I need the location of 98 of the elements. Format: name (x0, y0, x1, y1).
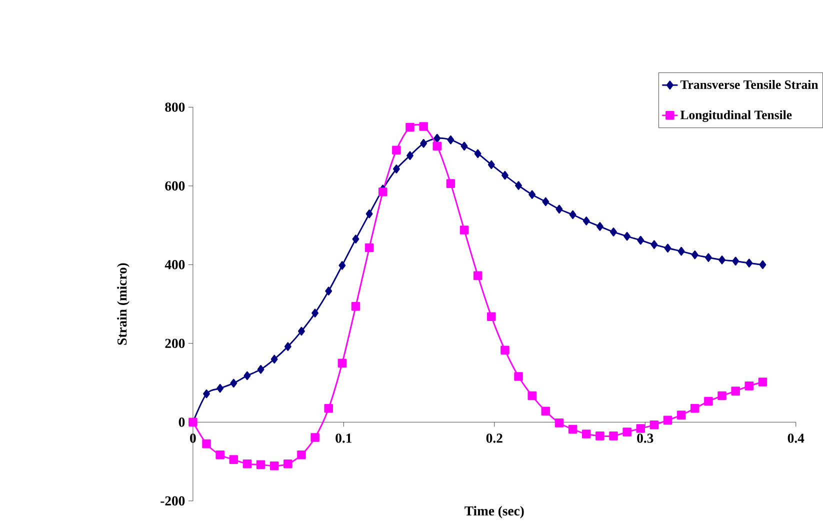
point (216, 384, 224, 393)
point (270, 354, 278, 364)
y-axis-title: Strain (micro) (117, 263, 130, 345)
point (338, 358, 347, 368)
point (678, 246, 685, 256)
point (366, 209, 373, 218)
point (229, 455, 238, 464)
point (488, 160, 495, 169)
point (432, 142, 442, 150)
point (732, 256, 740, 266)
point (609, 431, 618, 440)
point (637, 236, 644, 244)
point (419, 122, 428, 131)
x-tick-label: 0.4 (788, 433, 804, 443)
legend-label: Transverse Tensile Strain (680, 80, 818, 89)
point (556, 204, 563, 214)
point (298, 326, 305, 336)
point (528, 190, 536, 199)
point (676, 410, 686, 420)
point (351, 302, 360, 311)
point (610, 227, 617, 236)
point (636, 424, 646, 433)
legend-label: Longitudinal Tensile (680, 110, 792, 122)
point (284, 459, 292, 468)
point (664, 244, 672, 252)
point (270, 461, 279, 470)
point (554, 418, 564, 428)
point (650, 420, 659, 430)
point (704, 396, 713, 406)
point (202, 439, 211, 448)
point (420, 138, 428, 148)
y-tick-label: 0 (178, 417, 185, 427)
point (596, 222, 604, 231)
point (663, 416, 672, 424)
point (256, 460, 266, 469)
point (460, 142, 468, 150)
point (364, 243, 374, 252)
point (718, 391, 726, 400)
point (650, 240, 658, 249)
point (541, 406, 550, 416)
point (406, 122, 414, 132)
x-tick-label: 0.2 (486, 433, 502, 443)
point (731, 386, 740, 396)
point (392, 146, 401, 154)
y-tick-label: 800 (165, 102, 185, 112)
point (501, 170, 508, 180)
y-tick-label: 400 (164, 260, 185, 270)
y-tick-label: 600 (165, 181, 185, 190)
point (284, 342, 292, 351)
point (310, 432, 320, 442)
point (759, 260, 766, 269)
point (434, 134, 441, 142)
point (624, 232, 631, 241)
point (528, 391, 536, 400)
x-axis-title: Time (sec) (464, 506, 524, 518)
y-tick-label: 200 (165, 338, 185, 348)
point (704, 253, 712, 262)
point (744, 381, 754, 390)
x-tick-label: 0 (190, 433, 196, 443)
x-tick-label: 0.3 (637, 433, 654, 443)
point (542, 197, 550, 206)
point (230, 378, 238, 388)
point (514, 372, 523, 381)
point (447, 135, 454, 144)
point (324, 404, 333, 413)
point (352, 234, 360, 244)
point (718, 255, 726, 264)
point (690, 404, 700, 413)
x-tick-label: 0.1 (336, 433, 352, 443)
point (460, 225, 469, 234)
point (406, 151, 414, 160)
point (392, 164, 400, 174)
point (297, 450, 306, 460)
point (515, 180, 522, 190)
point (257, 364, 264, 374)
point (691, 250, 698, 260)
point (758, 377, 768, 386)
point (568, 424, 578, 434)
point (500, 346, 510, 354)
point (622, 427, 632, 436)
point (378, 187, 388, 196)
point (473, 271, 482, 280)
point (325, 286, 332, 296)
point (312, 308, 319, 318)
point (244, 371, 251, 380)
point (203, 389, 210, 398)
point (446, 179, 456, 188)
point (569, 210, 576, 219)
point (596, 431, 604, 440)
point (582, 216, 590, 226)
y-tick-label: -200 (160, 496, 185, 506)
point (746, 258, 753, 268)
point (582, 429, 591, 438)
point (474, 149, 482, 158)
point (216, 450, 224, 460)
point (487, 312, 496, 321)
point (242, 459, 252, 468)
point (338, 260, 346, 270)
